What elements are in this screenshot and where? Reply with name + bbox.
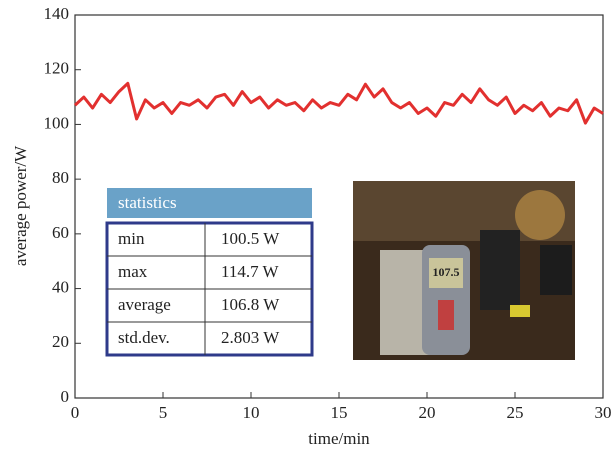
y-tick-label: 140 — [44, 4, 70, 23]
x-tick-label: 10 — [243, 403, 260, 422]
x-tick-label: 25 — [507, 403, 524, 422]
table-cell: std.dev. — [118, 328, 170, 347]
photo: 107.5 — [353, 181, 575, 360]
photo-display: 107.5 — [433, 265, 460, 279]
table-cell: 2.803 W — [221, 328, 280, 347]
table-cell: min — [118, 229, 145, 248]
x-tick-label: 20 — [419, 403, 436, 422]
x-tick-label: 15 — [331, 403, 348, 422]
y-tick-label: 80 — [52, 168, 69, 187]
table-cell: max — [118, 262, 148, 281]
x-axis-label: time/min — [308, 429, 370, 448]
x-tick-label: 0 — [71, 403, 80, 422]
y-tick-label: 20 — [52, 332, 69, 351]
table-header: statistics — [118, 193, 177, 212]
y-tick-label: 40 — [52, 277, 69, 296]
table-cell: average — [118, 295, 171, 314]
table-cell: 114.7 W — [221, 262, 280, 281]
y-axis-label: average power/W — [11, 145, 30, 266]
stats-table: statistics — [105, 188, 314, 357]
y-tick-label: 0 — [61, 387, 70, 406]
y-tick-label: 60 — [52, 223, 69, 242]
x-tick-label: 5 — [159, 403, 168, 422]
x-tick-label: 30 — [595, 403, 612, 422]
table-cell: 106.8 W — [221, 295, 280, 314]
y-tick-label: 120 — [44, 59, 70, 78]
y-tick-label: 100 — [44, 113, 70, 132]
table-cell: 100.5 W — [221, 229, 280, 248]
power-line — [73, 81, 604, 125]
